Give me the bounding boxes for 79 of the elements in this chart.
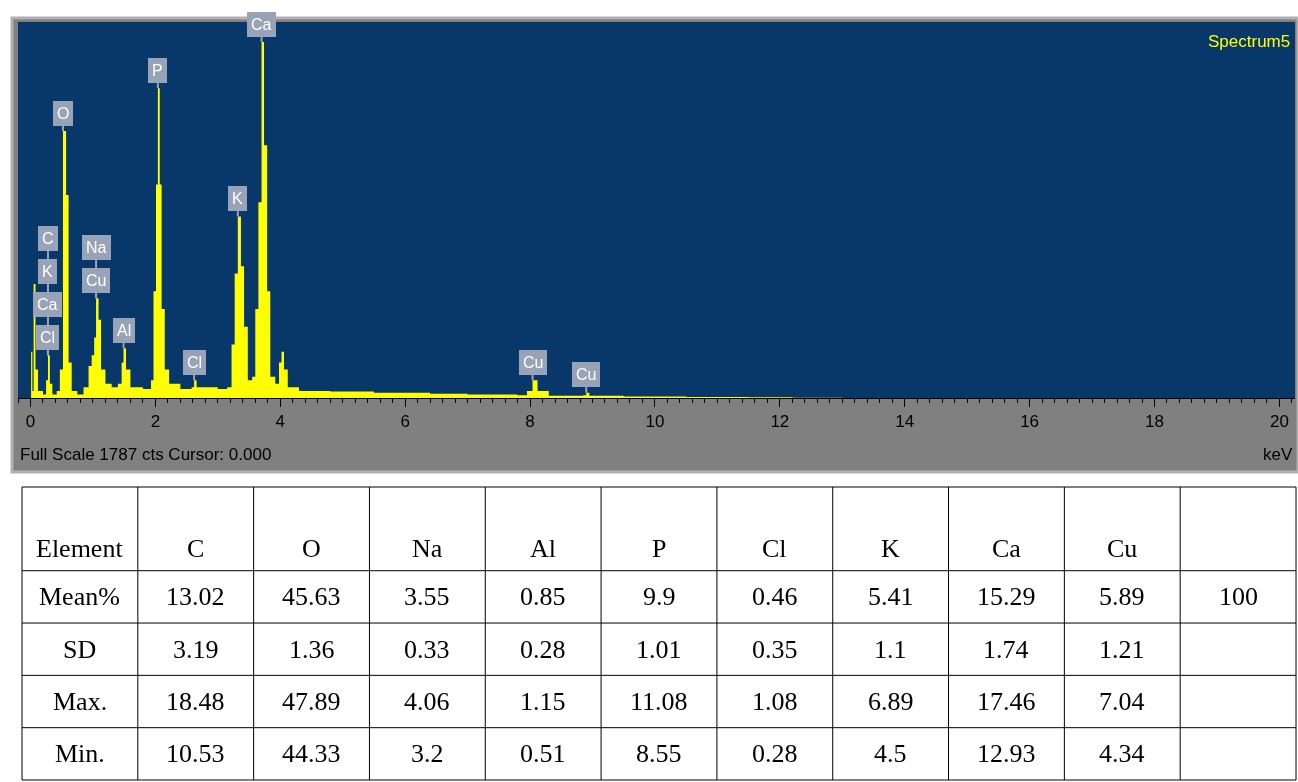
y-tick-label: Min. — [55, 739, 105, 768]
data-label: 0.46 — [752, 582, 798, 611]
data-label: 1.08 — [752, 687, 798, 716]
data-label: 3.55 — [404, 582, 450, 611]
annotation: Cl — [40, 329, 56, 346]
data-label: 0.28 — [520, 635, 566, 664]
annotation: Ca — [37, 296, 58, 313]
x-tick-label: 2 — [150, 412, 161, 432]
annotation: O — [57, 105, 70, 122]
data-label: 1.15 — [520, 687, 566, 716]
data-label: 4.06 — [404, 687, 450, 716]
annotation: Ca — [251, 16, 272, 33]
data-label: 9.9 — [643, 582, 676, 611]
data-label: 6.89 — [868, 687, 914, 716]
annotation: C — [42, 230, 54, 247]
data-label: 10.53 — [166, 739, 225, 768]
data-label: 5.41 — [868, 582, 914, 611]
y-tick-label: Mean% — [39, 582, 120, 611]
annotation: K — [42, 263, 53, 280]
x-axis-title: keV — [1263, 445, 1293, 464]
data-label: 1.1 — [874, 635, 907, 664]
data-label: 4.34 — [1099, 739, 1145, 768]
x-tick-label: 4 — [275, 412, 285, 432]
x-tick-label: 8 — [525, 412, 535, 432]
data-label: 4.5 — [874, 739, 907, 768]
annotation: Na — [86, 239, 107, 256]
data-label: 5.89 — [1099, 582, 1145, 611]
data-label: 17.46 — [977, 687, 1036, 716]
data-label: 45.63 — [282, 582, 341, 611]
data-label: 7.04 — [1099, 687, 1145, 716]
data-label: 15.29 — [977, 582, 1036, 611]
data-label: 0.85 — [520, 582, 566, 611]
annotation: Cl — [187, 354, 203, 371]
x-tick-label: 12 — [770, 412, 790, 432]
data-label: 12.93 — [977, 739, 1036, 768]
data-label: 47.89 — [282, 687, 341, 716]
x-tick-label: C — [187, 534, 205, 563]
annotation: Cu — [86, 272, 107, 289]
x-tick-label: Cu — [1107, 534, 1138, 563]
x-tick-label: Na — [412, 534, 443, 563]
x-tick-label: 10 — [645, 412, 665, 432]
x-tick-label: O — [302, 534, 321, 563]
x-tick-label: Cl — [762, 534, 787, 563]
data-label: 0.35 — [752, 635, 798, 664]
data-label: 0.33 — [404, 635, 450, 664]
data-label: 8.55 — [636, 739, 682, 768]
data-label: 11.08 — [630, 687, 688, 716]
data-label: 0.28 — [752, 739, 798, 768]
x-tick-label: K — [881, 534, 900, 563]
data-label: 18.48 — [166, 687, 225, 716]
annotation: Cu — [576, 366, 597, 383]
x-tick-label: Ca — [992, 534, 1022, 563]
y-tick-label: Max. — [53, 687, 108, 716]
data-label: 1.36 — [289, 635, 335, 664]
data-label: 0.51 — [520, 739, 566, 768]
x-tick-label: 18 — [1145, 412, 1164, 432]
text: Full Scale 1787 cts Cursor: 0.000 — [20, 445, 272, 464]
annotation: Spectrum5 — [1208, 32, 1291, 51]
x-tick-label: 0 — [25, 412, 36, 432]
data-label: 13.02 — [166, 582, 225, 611]
data-label: 3.19 — [173, 635, 219, 664]
data-label: 3.2 — [411, 739, 444, 768]
annotation: Cu — [523, 354, 544, 371]
x-tick-label: 16 — [1020, 412, 1040, 432]
data-label: 44.33 — [282, 739, 341, 768]
x-tick-label: Al — [530, 534, 556, 563]
x-tick-label: 14 — [895, 412, 915, 432]
data-label: 1.01 — [636, 635, 682, 664]
annotation: K — [232, 190, 243, 207]
x-tick-label: 20 — [1269, 412, 1289, 432]
data-label: 100 — [1219, 582, 1258, 611]
y-axis-title: Element — [36, 534, 124, 563]
y-tick-label: SD — [63, 635, 97, 664]
data-label: 1.74 — [983, 635, 1029, 664]
x-tick-label: P — [652, 534, 667, 563]
x-tick-label: 6 — [400, 412, 410, 432]
annotation: Al — [117, 322, 132, 339]
annotation: P — [152, 62, 163, 79]
data-label: 1.21 — [1099, 635, 1145, 664]
